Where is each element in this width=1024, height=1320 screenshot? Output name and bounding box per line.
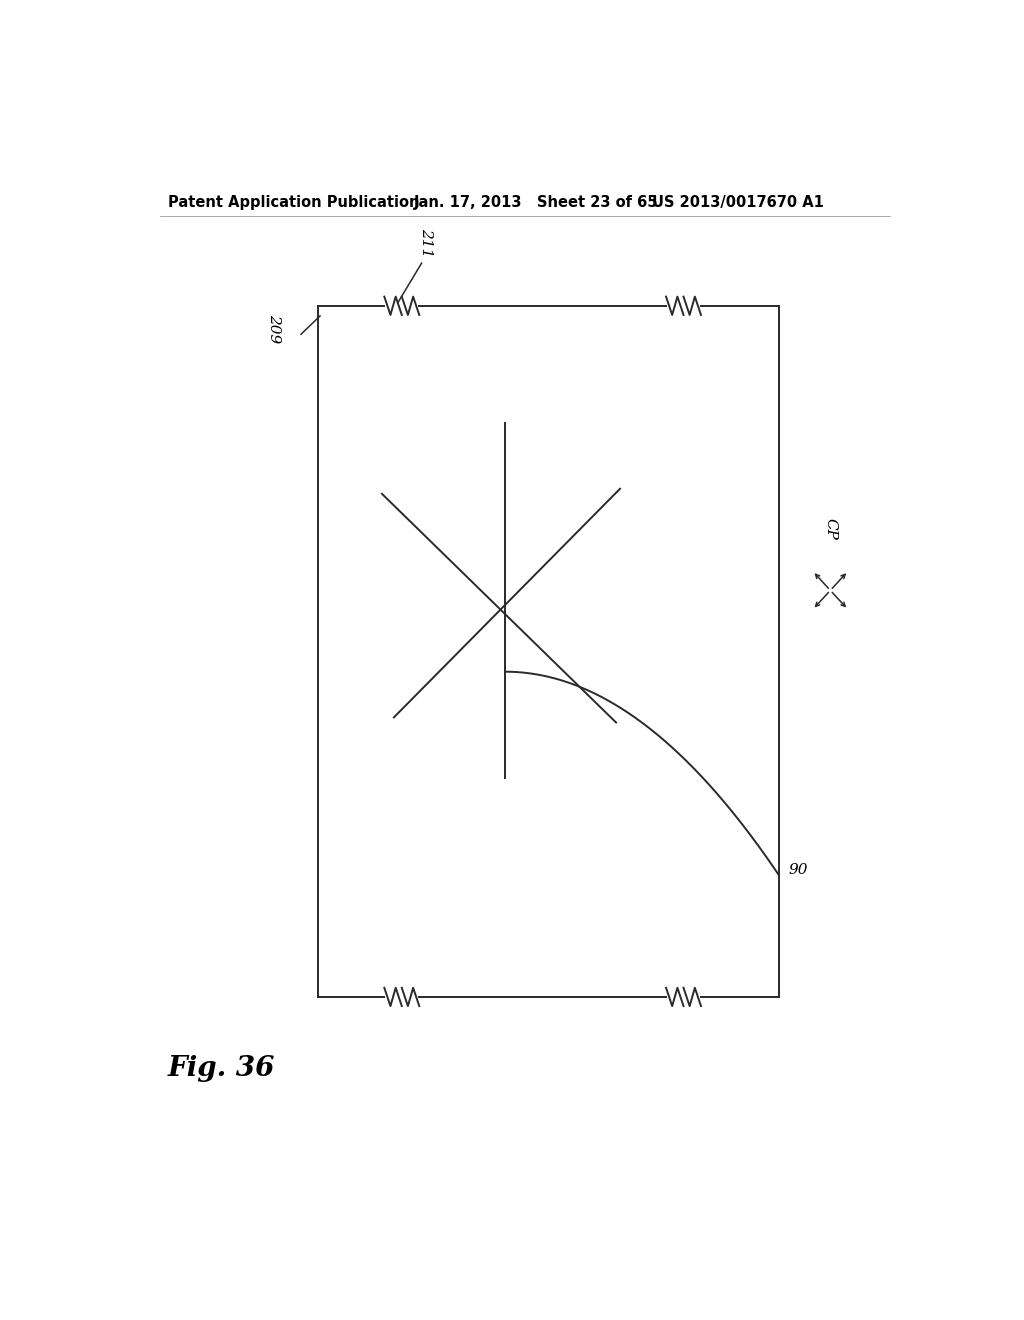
Text: CP: CP <box>823 517 838 540</box>
Text: Fig. 36: Fig. 36 <box>168 1055 275 1081</box>
Text: 209: 209 <box>267 314 281 343</box>
Text: Patent Application Publication: Patent Application Publication <box>168 194 419 210</box>
Text: 90: 90 <box>788 863 808 876</box>
Text: Sheet 23 of 65: Sheet 23 of 65 <box>537 194 657 210</box>
Text: 211: 211 <box>419 228 433 257</box>
Text: US 2013/0017670 A1: US 2013/0017670 A1 <box>652 194 823 210</box>
Text: Jan. 17, 2013: Jan. 17, 2013 <box>414 194 522 210</box>
